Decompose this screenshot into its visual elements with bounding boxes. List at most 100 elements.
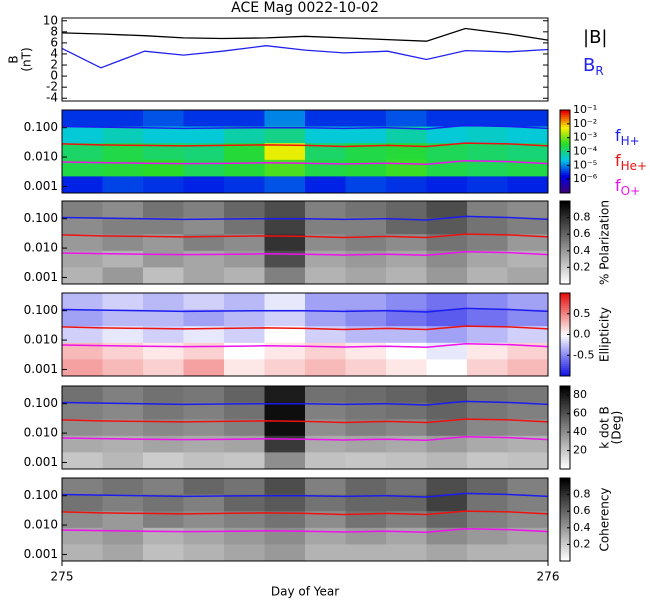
heatmap-cell	[426, 267, 468, 285]
colorbar-swatch	[560, 244, 570, 248]
heatmap-cell	[264, 201, 306, 219]
heatmap-cell	[143, 110, 184, 128]
colorbar-swatch	[560, 402, 570, 406]
heatmap-cell	[305, 159, 346, 177]
colorbar-tick-label: 0.4	[573, 521, 591, 534]
heatmap-cell	[224, 386, 265, 404]
heatmap-cell	[183, 527, 225, 545]
y-tick-label: 0.100	[24, 396, 58, 410]
frequency-line	[61, 492, 549, 498]
heatmap-cell	[224, 435, 265, 453]
colorbar-tick-label: 10⁻³	[573, 131, 597, 144]
heatmap-cell	[183, 419, 225, 437]
heatmap-cell	[62, 478, 103, 496]
heatmap-cell	[264, 326, 306, 344]
heatmap-cell	[183, 326, 225, 344]
heatmap-cell	[345, 544, 387, 562]
heatmap-cell	[305, 267, 346, 285]
field-line	[61, 27, 549, 42]
heatmap-cell	[143, 386, 184, 404]
heatmap-cell	[386, 234, 427, 252]
colorbar-swatch	[560, 417, 570, 420]
heatmap-cell	[426, 326, 468, 344]
colorbar-swatch	[560, 542, 570, 545]
heatmap-cell	[183, 267, 225, 285]
heatmap-cell	[264, 143, 306, 161]
y-tick-label: 0.001	[24, 455, 58, 469]
heatmap-cell	[143, 478, 184, 496]
colorbar-swatch	[560, 184, 570, 188]
x-axis-label: Day of Year	[271, 585, 339, 599]
heatmap-cell	[305, 478, 346, 496]
heatmap-cell	[183, 402, 225, 420]
heatmap-cell	[183, 435, 225, 453]
colorbar-swatch	[560, 502, 570, 506]
colorbar-swatch	[560, 504, 570, 508]
heatmap-cell	[102, 176, 144, 194]
heatmap-cell	[62, 342, 103, 360]
heatmap-cell	[507, 544, 549, 562]
heatmap-cell	[507, 511, 549, 529]
colorbar-swatch	[560, 174, 570, 177]
plot-frame	[61, 477, 549, 562]
colorbar-swatch	[560, 303, 570, 306]
heatmap-cell	[305, 309, 346, 327]
heatmap-cell	[102, 126, 144, 144]
colorbar-swatch	[560, 305, 570, 309]
heatmap-cell	[305, 126, 346, 144]
heatmap-cell	[507, 176, 549, 194]
heatmap-cell	[467, 435, 508, 453]
heatmap-cell	[345, 386, 387, 404]
heatmap-cell	[102, 234, 144, 252]
heatmap-cell	[264, 110, 306, 128]
colorbar-swatch	[560, 369, 570, 373]
legend-name: f	[615, 151, 621, 170]
colorbar-swatch	[560, 515, 570, 518]
heatmap-cell	[143, 159, 184, 177]
heatmap-cell	[467, 201, 508, 219]
y-tick-label: 0.010	[24, 333, 58, 347]
legend-entry: fH+	[615, 126, 640, 148]
heatmap-cell	[386, 478, 427, 496]
heatmap-cell	[143, 176, 184, 194]
heatmap-cell	[264, 478, 306, 496]
heatmap-cell	[507, 359, 549, 377]
colorbar-swatch	[560, 544, 570, 547]
colorbar-swatch	[560, 480, 570, 483]
y-tick-label: 0.001	[24, 547, 58, 561]
heatmap-cell	[305, 402, 346, 420]
heatmap-cell	[102, 419, 144, 437]
y-tick-label: -4	[46, 91, 58, 105]
colorbar-swatch	[560, 412, 570, 416]
colorbar-swatch	[560, 513, 570, 516]
colorbar-swatch	[560, 517, 570, 520]
heatmap-cell	[507, 309, 549, 327]
heatmap-cell	[102, 110, 144, 128]
colorbar-swatch	[560, 313, 570, 317]
colorbar-swatch	[560, 110, 570, 113]
heatmap-cell	[467, 326, 508, 344]
heatmap-cell	[467, 511, 508, 529]
heatmap-cell	[264, 386, 306, 404]
heatmap-cell	[102, 326, 144, 344]
legend-entry: fHe+	[615, 151, 647, 173]
y-tick-label: 8	[50, 24, 58, 38]
heatmap-cell	[426, 217, 468, 235]
colorbar-swatch	[560, 462, 570, 466]
heatmap-cell	[62, 293, 103, 311]
colorbar-tick-label: -0.5	[573, 348, 594, 361]
heatmap-cell	[62, 326, 103, 344]
y-tick-label: -2	[46, 80, 58, 94]
colorbar-swatch	[560, 172, 570, 175]
colorbar-swatch	[560, 408, 570, 412]
heatmap-cell	[467, 309, 508, 327]
heatmap-cell	[507, 217, 549, 235]
heatmap-cell	[345, 293, 387, 311]
heatmap-cell	[224, 419, 265, 437]
colorbar-swatch	[560, 311, 570, 315]
heatmap-cell	[102, 435, 144, 453]
colorbar-swatch	[560, 490, 570, 494]
heatmap-cell	[386, 386, 427, 404]
colorbar-swatch	[560, 435, 570, 439]
colorbar-label: Coherency	[598, 487, 612, 551]
